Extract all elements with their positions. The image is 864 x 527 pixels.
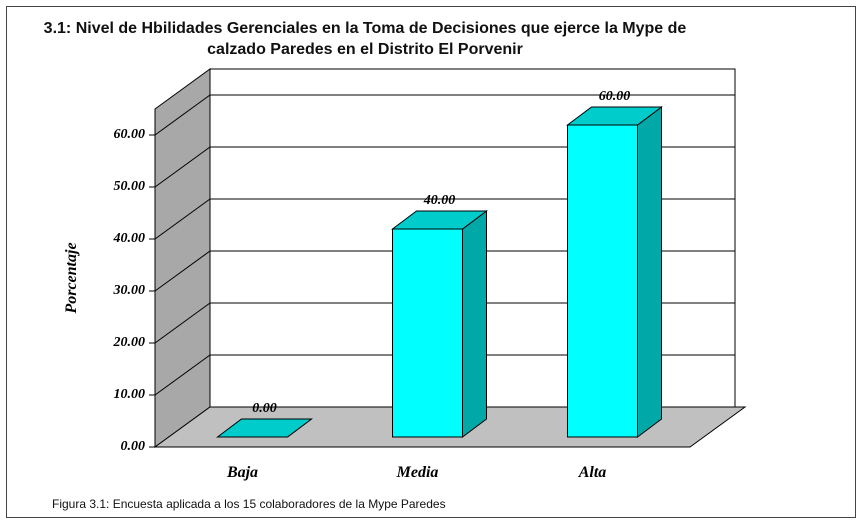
bar-side	[462, 210, 487, 438]
grid-line	[154, 250, 211, 292]
x-tick-label: Alta	[578, 464, 607, 481]
bar-top	[391, 210, 488, 230]
grid-line	[154, 94, 211, 136]
frame	[6, 6, 856, 518]
y-tick-label: 50.00	[114, 179, 146, 194]
chart-title: 3.1: Nivel de Hbilidades Gerenciales en …	[43, 20, 687, 58]
value-label: 0.00	[252, 401, 277, 416]
y-tick-label: 60.00	[114, 127, 146, 142]
y-tick-label: 10.00	[114, 387, 146, 402]
bar-top	[566, 106, 663, 126]
y-tick-label: 0.00	[121, 439, 146, 454]
grid-line	[154, 354, 211, 396]
y-axis-label: Porcentaje	[63, 242, 80, 314]
value-label: 60.00	[599, 89, 631, 104]
bar-side	[637, 106, 662, 438]
grid-line	[154, 146, 211, 188]
side-wall	[154, 68, 211, 448]
y-tick-label: 40.00	[113, 231, 146, 246]
y-tick-label: 30.00	[113, 283, 146, 298]
y-tick-label: 20.00	[113, 335, 146, 350]
bar	[392, 228, 463, 438]
x-tick-label: Baja	[226, 464, 258, 481]
bar	[567, 124, 638, 438]
x-tick-label: Media	[396, 464, 439, 481]
grid-line	[154, 198, 211, 240]
caption: Figura 3.1: Encuesta aplicada a los 15 c…	[52, 497, 446, 511]
grid-line	[154, 302, 211, 344]
value-label: 40.00	[423, 193, 456, 208]
bar-top	[216, 418, 313, 438]
